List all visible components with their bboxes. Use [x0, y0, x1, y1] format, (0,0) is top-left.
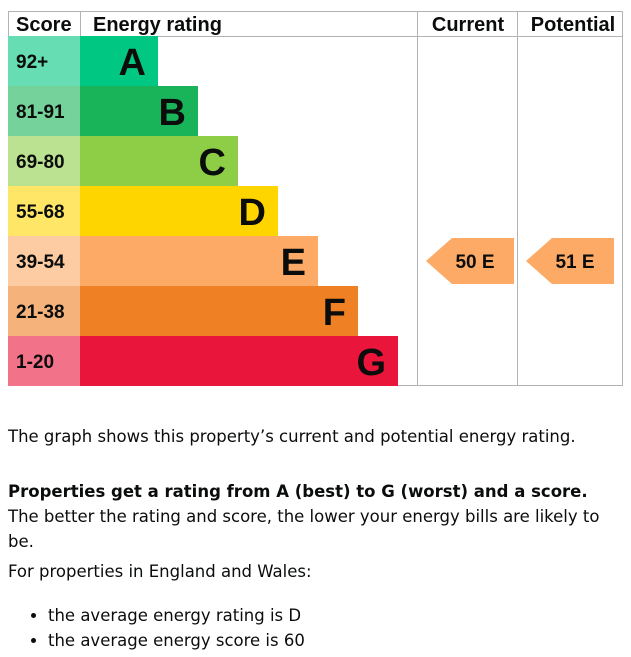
score-cell-c — [8, 136, 80, 186]
rating-bar-d — [80, 186, 278, 236]
rating-letter-d: D — [239, 192, 266, 234]
header-score: Score — [16, 14, 72, 36]
score-cell-d — [8, 186, 80, 236]
score-cell-a — [8, 36, 80, 86]
score-cell-f — [8, 286, 80, 336]
rating-bar-f — [80, 286, 358, 336]
potential-marker-label: 51 E — [555, 252, 594, 273]
column-headers: Score Energy rating Current Potential — [16, 14, 615, 36]
graph-description: The graph shows this property’s current … — [8, 427, 576, 446]
rating-markers: 50 E 51 E — [426, 238, 614, 284]
epc-chart: 92+ A81-91 B69-80 C55-68 D39-54 E21-38 F1-20 G … — [8, 11, 623, 386]
rating-description-rest: The better the rating and score, the low… — [8, 507, 600, 551]
header-current: Current — [432, 14, 505, 36]
rating-letter-a: A — [119, 42, 146, 84]
rating-letter-c: C — [199, 142, 226, 184]
header-potential: Potential — [531, 14, 615, 36]
score-range-e: 39-54 — [16, 252, 65, 273]
score-cell-e — [8, 236, 80, 286]
current-marker-label: 50 E — [455, 252, 494, 273]
rating-bar-b — [80, 86, 198, 136]
score-range-d: 55-68 — [16, 202, 65, 223]
rating-bands: 92+ A 81-91 B 69-80 C 55-68 D 39-54 E 21-38 F 1-20 G — [8, 36, 398, 386]
potential-marker — [526, 238, 614, 284]
score-range-b: 81-91 — [16, 102, 65, 123]
rating-bar-g — [80, 336, 398, 386]
average-rating-item: the average energy rating is D — [48, 603, 305, 628]
rating-letter-b: B — [159, 92, 186, 134]
rating-description: Properties get a rating from A (best) to… — [8, 479, 623, 554]
rating-bar-c — [80, 136, 238, 186]
score-cell-g — [8, 336, 80, 386]
rating-letter-f: F — [323, 292, 346, 334]
score-range-f: 21-38 — [16, 302, 65, 323]
average-list: the average energy rating is D the avera… — [8, 603, 305, 653]
average-score-item: the average energy score is 60 — [48, 628, 305, 653]
score-range-a: 92+ — [16, 52, 48, 73]
score-range-c: 69-80 — [16, 152, 65, 173]
rating-letter-g: G — [356, 342, 386, 384]
rating-bar-e — [80, 236, 318, 286]
score-range-g: 1-20 — [16, 352, 54, 373]
rating-description-bold: Properties get a rating from A (best) to… — [8, 482, 588, 501]
region-description: For properties in England and Wales: — [8, 562, 312, 581]
rating-bar-a — [80, 36, 158, 86]
current-marker — [426, 238, 514, 284]
score-cell-b — [8, 86, 80, 136]
header-energy-rating: Energy rating — [93, 14, 222, 36]
rating-letter-e: E — [281, 242, 306, 284]
